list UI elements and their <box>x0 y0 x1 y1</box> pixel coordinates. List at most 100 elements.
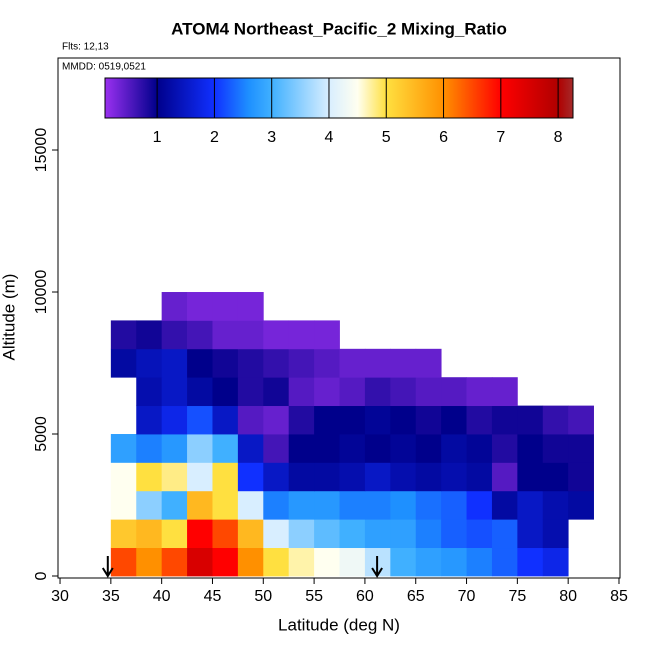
heatmap-cell <box>161 405 188 435</box>
heatmap-cell <box>288 405 315 435</box>
heatmap-cell <box>237 405 264 435</box>
y-tick-label: 0 <box>33 571 50 580</box>
heatmap-cell <box>314 320 340 350</box>
heatmap-cell <box>364 519 391 549</box>
heatmap-cell <box>517 405 544 435</box>
colorbar-tick-label: 8 <box>554 129 563 146</box>
heatmap-cell <box>288 320 315 350</box>
heatmap-cell <box>339 462 366 492</box>
heatmap-cell <box>187 405 213 435</box>
heatmap-cell <box>110 547 137 577</box>
heatmap-cell <box>187 292 213 321</box>
heatmap-cell <box>187 490 213 520</box>
heatmap-cell <box>517 547 544 577</box>
x-tick-label: 75 <box>508 588 526 605</box>
heatmap-cell <box>161 462 188 492</box>
heatmap-cell <box>136 320 163 350</box>
colorbar-tick-label: 4 <box>325 129 334 146</box>
heatmap-cell <box>187 377 213 407</box>
plot-frame <box>57 57 621 579</box>
heatmap-cell <box>110 519 137 549</box>
x-tick-label: 85 <box>610 588 628 605</box>
heatmap-cell <box>237 348 264 378</box>
heatmap-cell <box>364 405 391 435</box>
heatmap-cell <box>187 320 213 350</box>
heatmap-cell <box>415 519 442 549</box>
heatmap-cell <box>314 462 340 492</box>
heatmap-cell <box>237 547 264 577</box>
heatmap-cell <box>110 462 137 492</box>
heatmap-cell <box>466 547 493 577</box>
heatmap-cell <box>542 547 569 577</box>
x-tick-label: 65 <box>407 588 425 605</box>
heatmap-cell <box>161 348 188 378</box>
heatmap-cell <box>314 490 340 520</box>
heatmap-cell <box>466 434 493 463</box>
heatmap-cell <box>212 405 239 435</box>
heatmap-cell <box>466 519 493 549</box>
heatmap-cell <box>187 519 213 549</box>
heatmap-cell <box>415 547 442 577</box>
x-tick-label: 60 <box>356 588 374 605</box>
heatmap-cell <box>161 547 188 577</box>
heatmap-cell <box>441 490 467 520</box>
x-tick-label: 80 <box>559 588 577 605</box>
heatmap-cell <box>237 292 264 321</box>
heatmap-cell <box>187 462 213 492</box>
heatmap-cell <box>568 405 594 435</box>
heatmap-cell <box>339 434 366 463</box>
heatmap-cell <box>441 377 467 407</box>
colorbar-tick-label: 2 <box>210 129 219 146</box>
y-tick-label: 10000 <box>33 270 50 315</box>
heatmap-cell <box>390 462 417 492</box>
heatmap-cell <box>212 377 239 407</box>
heatmap-cell <box>161 377 188 407</box>
colorbar-tick-label: 6 <box>439 129 448 146</box>
heatmap-cell <box>390 519 417 549</box>
heatmap-cell <box>466 377 493 407</box>
heatmap-cell <box>491 490 518 520</box>
heatmap-cell <box>288 434 315 463</box>
heatmap-cell <box>136 462 163 492</box>
heatmap-cell <box>136 547 163 577</box>
annotation: MMDD: 0519,0521 <box>62 62 146 73</box>
heatmap-cell <box>517 519 544 549</box>
heatmap-cell <box>136 490 163 520</box>
heatmap-cell <box>466 462 493 492</box>
heatmap-cell <box>542 462 569 492</box>
heatmap-cell <box>212 519 239 549</box>
heatmap-cell <box>364 490 391 520</box>
heatmap-cell <box>415 348 442 378</box>
heatmap-cell <box>339 377 366 407</box>
heatmap-cell <box>212 320 239 350</box>
heatmap-cell <box>441 519 467 549</box>
heatmap-cell <box>364 348 391 378</box>
x-tick-label: 50 <box>254 588 272 605</box>
heatmap-cell <box>339 490 366 520</box>
heatmap-cell <box>288 490 315 520</box>
heatmap-cell <box>517 434 544 463</box>
heatmap-cell <box>263 434 290 463</box>
heatmap-cell <box>237 377 264 407</box>
colorbar <box>104 77 574 119</box>
x-axis-label: Latitude (deg N) <box>278 615 400 634</box>
x-tick-label: 40 <box>153 588 171 605</box>
heatmap-cell <box>568 490 594 520</box>
heatmap-cell <box>415 377 442 407</box>
annotation: Flts: 12,13 <box>62 42 109 53</box>
heatmap-cell <box>237 462 264 492</box>
heatmap-cell <box>237 490 264 520</box>
heatmap-cell <box>568 434 594 463</box>
heatmap-cell <box>466 490 493 520</box>
heatmap-cell <box>466 405 493 435</box>
x-tick-label: 30 <box>51 588 69 605</box>
heatmap-cell <box>441 405 467 435</box>
heatmap-cell <box>491 547 518 577</box>
heatmap-cell <box>263 377 290 407</box>
colorbar-tick-label: 7 <box>496 129 505 146</box>
heatmap-cell <box>263 405 290 435</box>
heatmap-cell <box>136 348 163 378</box>
heatmap-cell <box>441 462 467 492</box>
heatmap-cell <box>542 519 569 549</box>
